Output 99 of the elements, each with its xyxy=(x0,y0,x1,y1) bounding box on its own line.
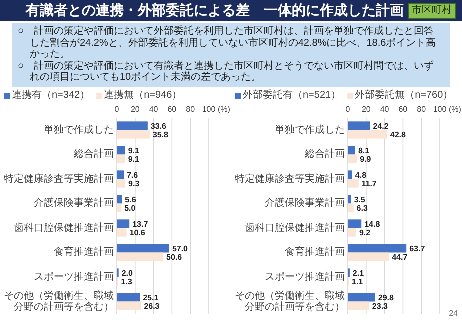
bar xyxy=(117,204,122,212)
y-tick-label: 総合計画 xyxy=(73,148,114,162)
y-tick-label: 歯科口腔保健推進計画 xyxy=(13,222,114,236)
data-label: 1.1 xyxy=(352,278,364,287)
data-label: 57.0 xyxy=(172,244,189,254)
y-tick-label: 歯科口腔保健推進計画 xyxy=(244,222,345,236)
data-label: 2.1 xyxy=(352,268,365,278)
data-label: 4.8 xyxy=(355,170,368,180)
data-label: 26.3 xyxy=(144,302,160,312)
x-tick-label: 100 xyxy=(202,105,216,114)
bar xyxy=(117,146,126,155)
chart-title: 有識者との連携・外部委託による差 一体的に作成した計画 xyxy=(26,2,404,19)
bar xyxy=(348,252,390,262)
text: ○ 計画の策定や評価において有識者と連携した市区町村とそうでない市区町村間では、いずれの項目についても10ポイント未満の差であった。 xyxy=(18,60,436,84)
x-tick-label: 20 xyxy=(362,105,372,114)
data-label: 5.0 xyxy=(124,204,136,214)
data-label: 8.1 xyxy=(358,146,370,156)
data-label: 3.5 xyxy=(354,195,366,204)
legend-label: 外部委託無（n=760） xyxy=(355,90,454,102)
x-tick-label: 80 xyxy=(186,105,196,114)
y-tick-label: 食育推進計画 xyxy=(53,246,114,260)
data-label: 63.7 xyxy=(410,244,426,254)
bar xyxy=(348,122,370,130)
x-tick-label: 20 xyxy=(130,105,140,114)
data-label: 35.8 xyxy=(152,130,170,140)
bar xyxy=(348,154,358,164)
bar xyxy=(348,244,407,253)
bar xyxy=(117,293,140,302)
bar xyxy=(348,146,356,155)
y-tick-label: 介護保険事業計画 xyxy=(33,196,114,212)
bar xyxy=(348,204,354,212)
text: 24 xyxy=(449,309,458,318)
data-label: 11.7 xyxy=(362,180,378,189)
data-label: 2.0 xyxy=(122,268,134,278)
data-label: 6.3 xyxy=(356,204,368,214)
bar xyxy=(117,228,127,237)
bar xyxy=(117,244,170,253)
y-tick-label: その他（労働衛生、職域分野の計画等を含む） xyxy=(234,290,345,314)
y-tick-label: 総合計画 xyxy=(304,148,345,162)
y-tick-label: 介護保険事業計画 xyxy=(264,196,345,212)
y-tick-label: スポーツ推進計画 xyxy=(264,270,345,285)
data-label: 1.3 xyxy=(121,278,133,287)
bar xyxy=(348,179,359,188)
bar xyxy=(117,154,126,164)
y-tick-label: 特定健康診査等実施計画 xyxy=(3,172,114,187)
bar xyxy=(348,220,362,228)
y-tick-label: 単独で作成した xyxy=(43,124,114,138)
legend-label: 連携無（n=946） xyxy=(104,90,182,102)
data-label: 9.3 xyxy=(128,180,140,189)
data-label: 50.6 xyxy=(166,253,183,262)
x-tick-label: 0 xyxy=(346,105,351,114)
bar xyxy=(348,293,376,302)
data-label: 10.6 xyxy=(130,228,146,238)
text: 市区町村 xyxy=(408,3,456,19)
data-label: 7.6 xyxy=(126,170,139,180)
bar xyxy=(117,170,124,180)
data-label: 9.1 xyxy=(128,155,140,164)
bar xyxy=(348,170,352,180)
data-label: 9.1 xyxy=(128,146,140,156)
bar xyxy=(348,195,352,204)
y-tick-label: 食育推進計画 xyxy=(284,246,345,260)
data-label: 14.8 xyxy=(364,220,381,229)
x-axis-title: (%) xyxy=(449,105,462,114)
bar xyxy=(348,130,388,139)
data-label: 23.3 xyxy=(372,302,389,312)
bar xyxy=(117,179,126,188)
data-label: 42.8 xyxy=(390,130,406,140)
x-tick-label: 40 xyxy=(380,105,390,114)
data-label: 24.2 xyxy=(373,122,390,131)
text: ○ 計画の策定や評価において外部委託を利用した市区町村は、計画を単独で作成したと回答した割合が24.2%と、外部委託を利用していない市区町村の42.8%に比べ、18.6ポイント高かった。 xyxy=(18,26,438,60)
bar xyxy=(117,122,148,130)
y-tick-label: 特定健康診査等実施計画 xyxy=(234,172,345,187)
x-axis-title: (%) xyxy=(218,105,231,114)
bar xyxy=(117,220,130,228)
data-label: 5.6 xyxy=(125,195,137,204)
data-label: 44.7 xyxy=(392,253,408,262)
bar xyxy=(117,195,122,204)
x-tick-label: 100 xyxy=(433,105,448,114)
data-label: 25.1 xyxy=(143,293,160,302)
y-tick-label: 単独で作成した xyxy=(274,124,345,138)
data-label: 9.2 xyxy=(359,228,372,238)
x-tick-label: 60 xyxy=(168,105,178,114)
x-tick-label: 40 xyxy=(149,105,159,114)
bar xyxy=(348,302,370,310)
legend-label: 外部委託有（n=521） xyxy=(243,90,342,102)
x-tick-label: 60 xyxy=(398,105,408,114)
data-label: 33.6 xyxy=(150,122,168,131)
legend-label: 連携有（n=342） xyxy=(12,90,90,102)
data-label: 13.7 xyxy=(132,220,149,229)
x-tick-label: 0 xyxy=(114,105,120,114)
data-label: 29.8 xyxy=(378,293,395,302)
bar xyxy=(348,228,356,237)
y-tick-label: スポーツ推進計画 xyxy=(33,270,114,285)
data-label: 9.9 xyxy=(360,155,372,164)
x-tick-label: 80 xyxy=(417,105,427,114)
y-tick-label: その他（労働衛生、職域分野の計画等を含む） xyxy=(3,290,114,314)
bar xyxy=(117,130,150,139)
bar xyxy=(117,252,164,262)
bar xyxy=(117,302,142,310)
